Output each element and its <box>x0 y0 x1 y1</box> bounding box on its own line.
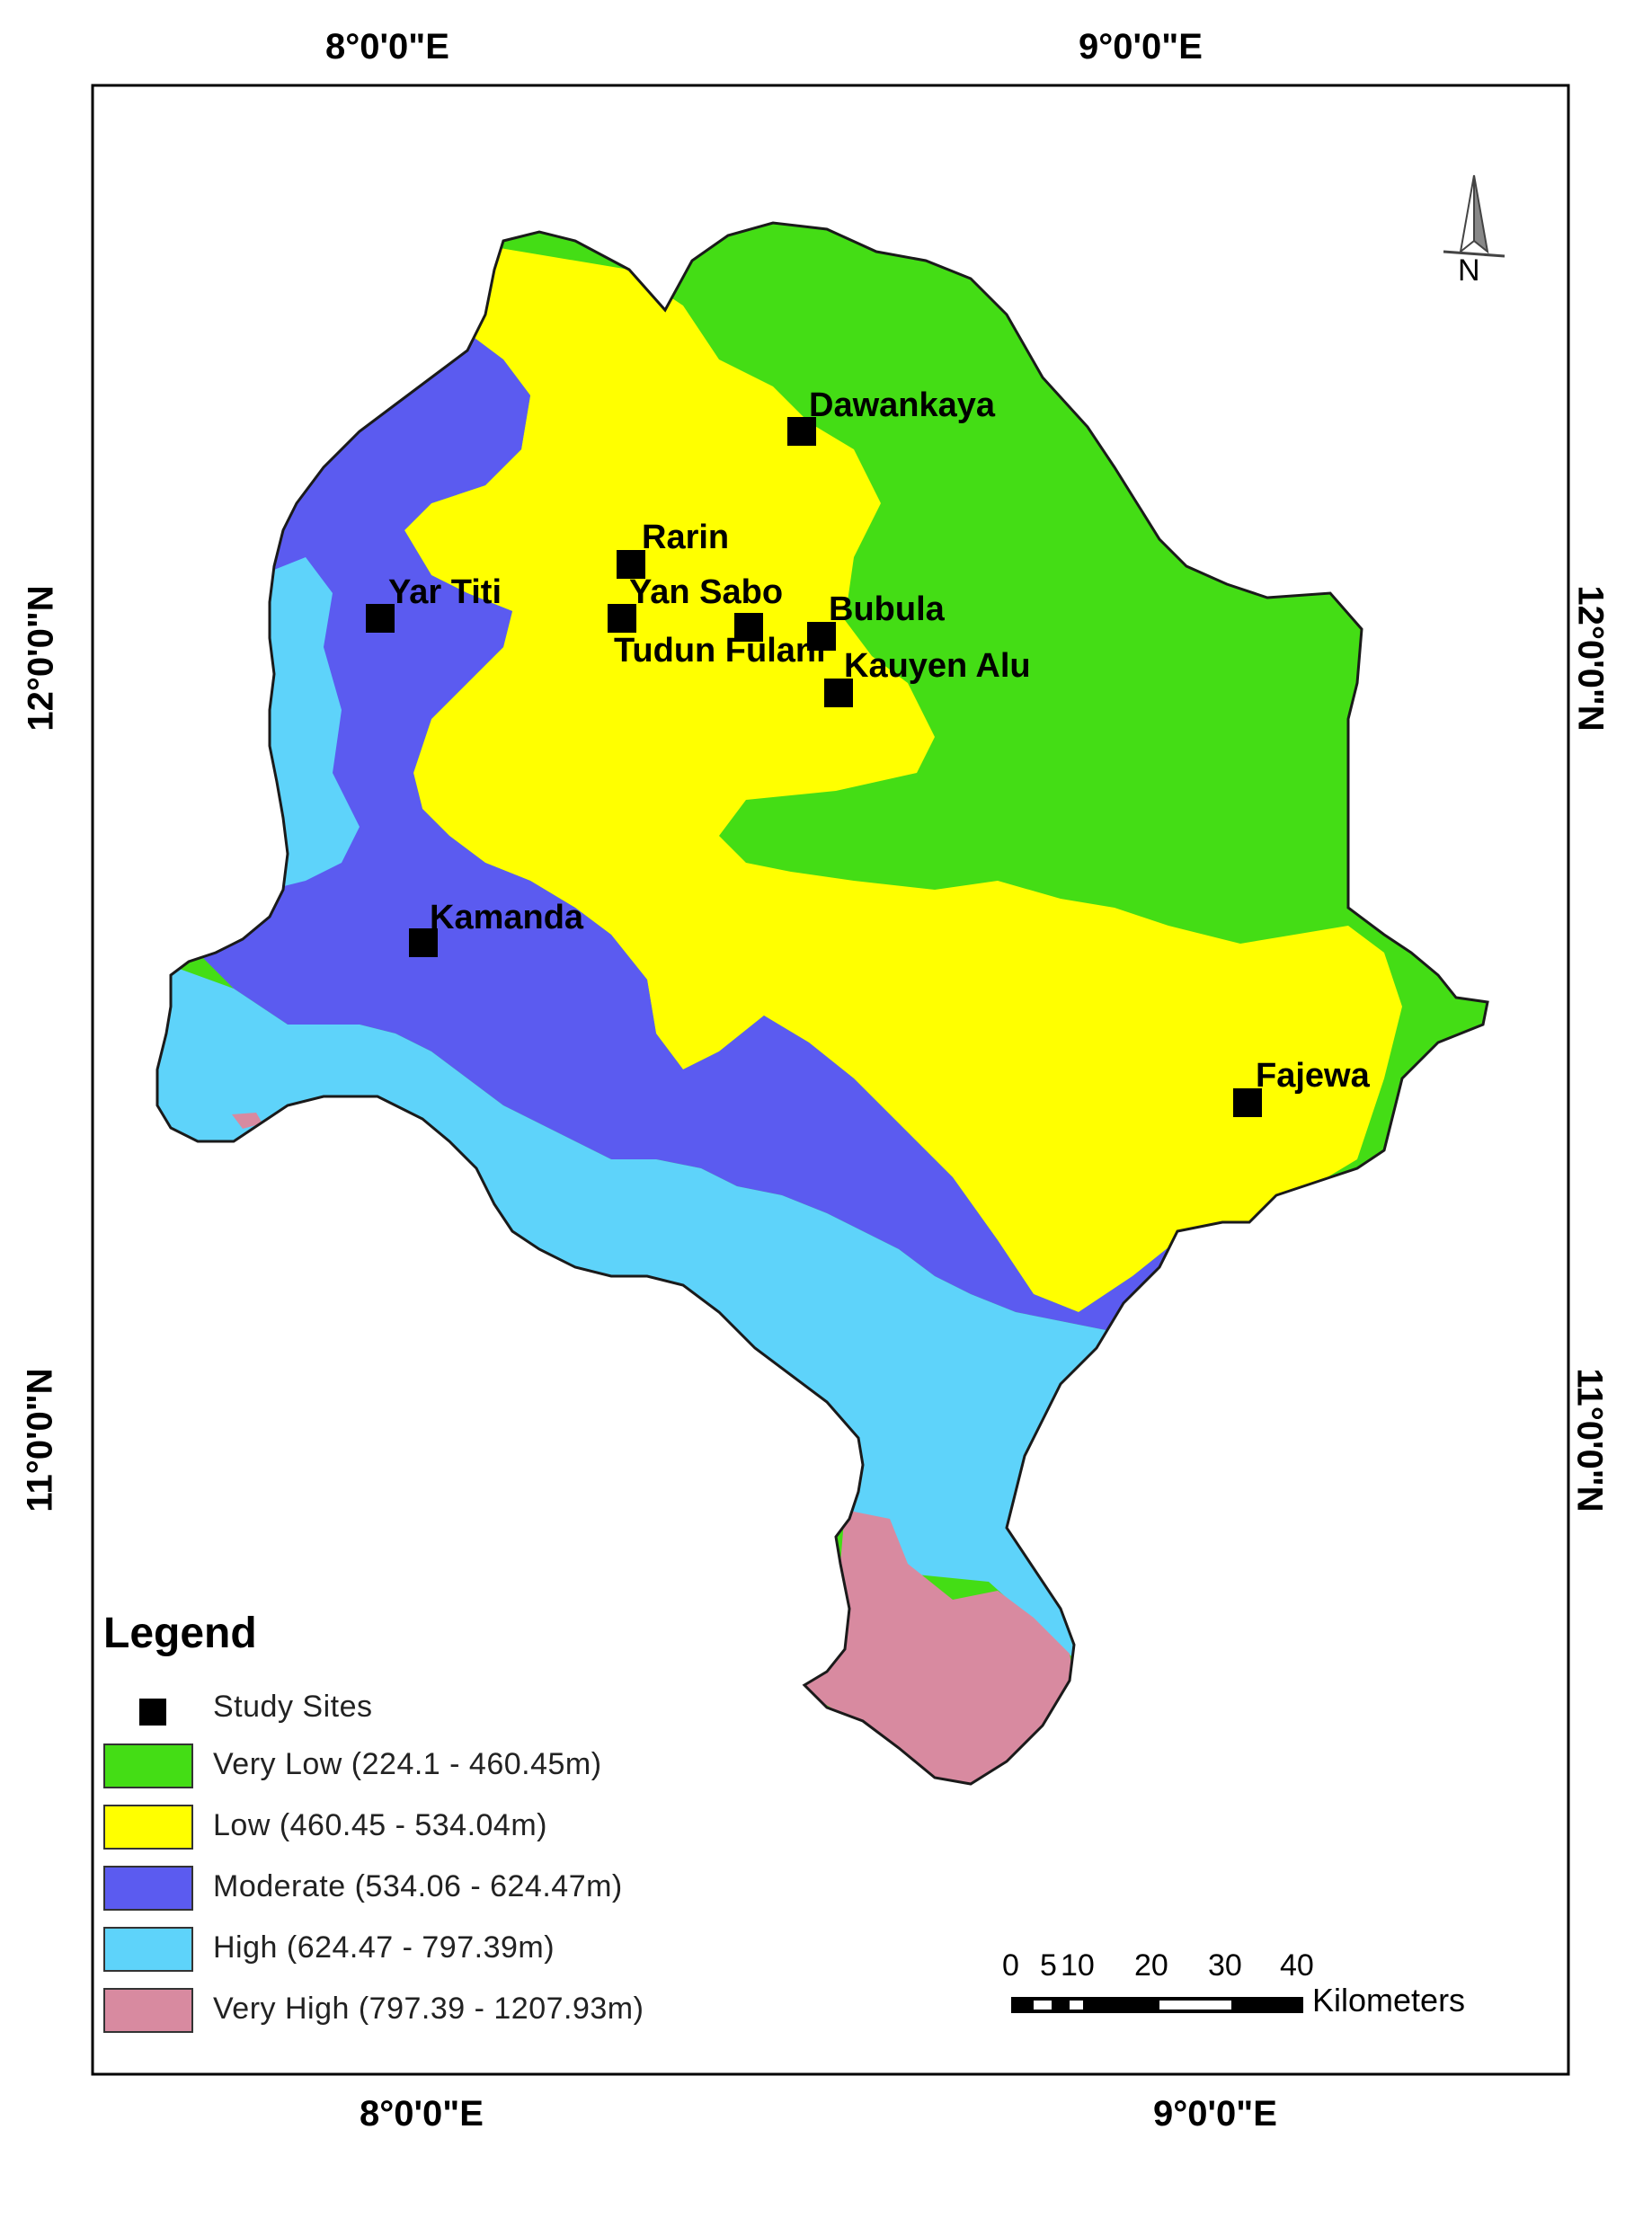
zone-very-high-islet <box>232 1113 262 1129</box>
site-marker-kamanda[interactable] <box>409 928 438 957</box>
study-site-symbol <box>139 1699 166 1726</box>
zone-very-high <box>800 1510 1079 1784</box>
legend-swatch <box>103 1988 193 2033</box>
site-label-tudun-fulani: Tudun Fulani <box>614 632 826 670</box>
scale-bar-tick-label: 10 <box>1061 1948 1095 1983</box>
graticule-top-label: 8°0'0"E <box>325 27 449 67</box>
site-label-yan-sabo: Yan Sabo <box>629 573 784 611</box>
site-label-kamanda: Kamanda <box>430 899 584 936</box>
site-label-kauyen-alu: Kauyen Alu <box>844 647 1031 685</box>
site-label-bubula: Bubula <box>829 590 945 628</box>
legend-item-label: Very High (797.39 - 1207.93m) <box>213 1992 644 2026</box>
scale-bar-tick-label: 40 <box>1280 1948 1314 1983</box>
site-marker-tudun-fulani[interactable] <box>734 613 763 642</box>
site-marker-dawankaya[interactable] <box>787 417 816 446</box>
graticule-bottom-label: 8°0'0"E <box>360 2094 484 2134</box>
graticule-bottom-label: 9°0'0"E <box>1153 2094 1277 2134</box>
graticule-left-label: 12°0'0"N <box>21 585 61 732</box>
graticule-top-label: 9°0'0"E <box>1079 27 1203 67</box>
scale-bar-unit: Kilometers <box>1312 1982 1466 2018</box>
site-label-dawankaya: Dawankaya <box>809 386 996 424</box>
scale-bar-tick-label: 5 <box>1040 1948 1057 1983</box>
legend-item-label: High (624.47 - 797.39m) <box>213 1930 555 1965</box>
site-marker-yan-sabo[interactable] <box>608 604 636 633</box>
zone-low <box>404 243 1402 1312</box>
north-arrow-icon <box>1443 174 1505 258</box>
legend-swatch <box>103 1866 193 1911</box>
site-label-fajewa: Fajewa <box>1256 1057 1370 1095</box>
site-marker-yar-titi[interactable] <box>366 604 395 633</box>
map-frame <box>91 84 1570 2076</box>
north-label: N <box>1458 253 1480 288</box>
legend-item-label: Very Low (224.1 - 460.45m) <box>213 1747 602 1781</box>
legend-item-label: Moderate (534.06 - 624.47m) <box>213 1869 623 1903</box>
site-marker-fajewa[interactable] <box>1233 1088 1262 1117</box>
zone-moderate <box>180 333 1177 1330</box>
scale-bar <box>1011 1997 1303 2013</box>
legend-swatch <box>103 1805 193 1850</box>
site-marker-bubula[interactable] <box>807 622 836 651</box>
legend-item-label: Study Sites <box>213 1690 373 1724</box>
legend-title: Legend <box>103 1610 257 1657</box>
legend-swatch <box>103 1927 193 1972</box>
site-marker-rarin[interactable] <box>617 550 645 579</box>
scale-bar-tick-label: 30 <box>1208 1948 1242 1983</box>
scale-bar-tick-label: 0 <box>1002 1948 1019 1983</box>
graticule-right-label: 12°0'0"N <box>1570 585 1611 732</box>
graticule-right-label: 11°0'0"N <box>1569 1368 1610 1513</box>
scale-bar-tick-label: 20 <box>1134 1948 1168 1983</box>
site-marker-kauyen-alu[interactable] <box>824 679 853 707</box>
legend-swatch <box>103 1743 193 1788</box>
graticule-left-label: 11°0'0"N <box>20 1368 60 1513</box>
site-label-yar-titi: Yar Titi <box>388 573 502 611</box>
site-label-rarin: Rarin <box>642 519 730 556</box>
legend-item-label: Low (460.45 - 534.04m) <box>213 1808 547 1842</box>
